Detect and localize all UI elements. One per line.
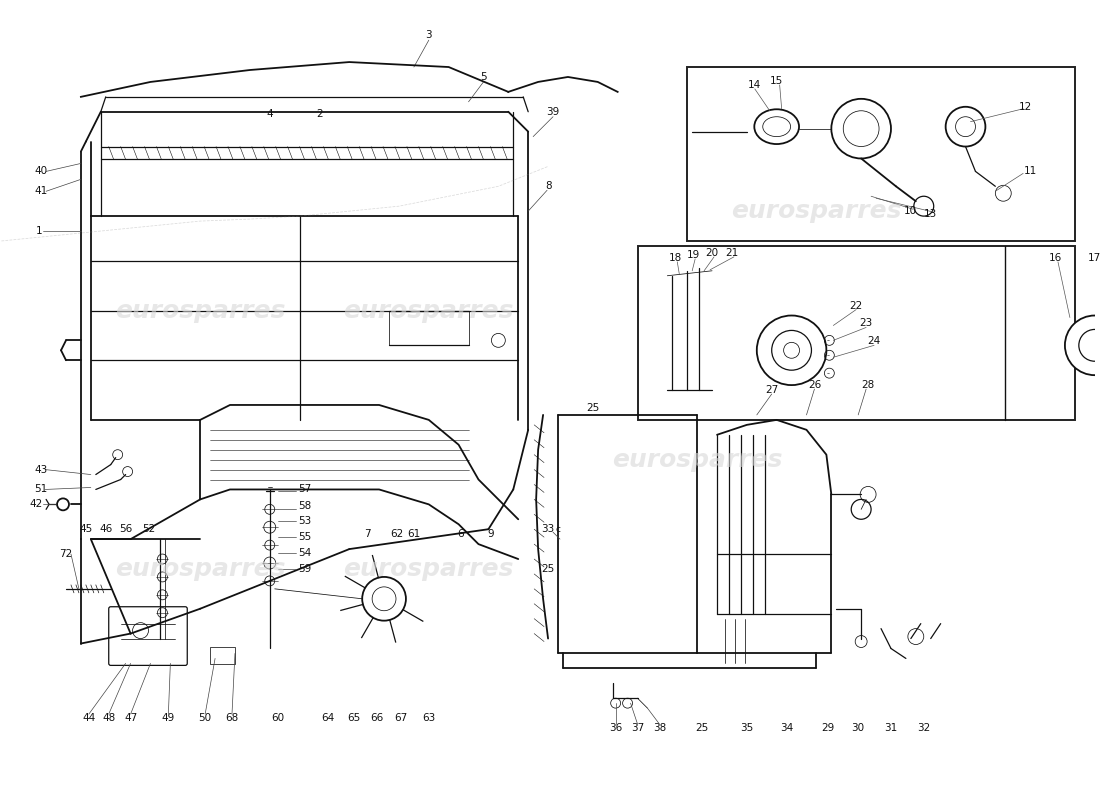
Circle shape — [832, 99, 891, 158]
Text: eurosparres: eurosparres — [732, 199, 902, 223]
Text: 2: 2 — [316, 109, 322, 118]
Bar — [210, 646, 235, 664]
Text: 47: 47 — [124, 713, 138, 723]
Circle shape — [946, 106, 986, 146]
Text: 5: 5 — [480, 72, 487, 82]
Text: 27: 27 — [766, 385, 779, 395]
Text: 53: 53 — [298, 516, 311, 526]
Text: 22: 22 — [849, 301, 862, 310]
Text: 65: 65 — [348, 713, 361, 723]
Text: 40: 40 — [34, 166, 47, 176]
Text: 59: 59 — [298, 564, 311, 574]
Text: 8: 8 — [544, 182, 551, 191]
Text: 1: 1 — [36, 226, 43, 236]
Text: 15: 15 — [770, 76, 783, 86]
Text: 45: 45 — [79, 524, 92, 534]
Text: 32: 32 — [917, 723, 931, 733]
Text: 58: 58 — [298, 502, 311, 511]
Text: eurosparres: eurosparres — [612, 448, 782, 472]
Text: 30: 30 — [851, 723, 865, 733]
Text: 57: 57 — [298, 485, 311, 494]
Text: 13: 13 — [924, 209, 937, 219]
Text: 23: 23 — [859, 318, 872, 329]
Text: 18: 18 — [669, 253, 682, 263]
Text: 24: 24 — [868, 336, 881, 346]
Text: 11: 11 — [1023, 166, 1037, 176]
Text: 64: 64 — [321, 713, 334, 723]
Text: 63: 63 — [422, 713, 436, 723]
Text: 51: 51 — [34, 485, 47, 494]
Text: 50: 50 — [199, 713, 211, 723]
Text: 25: 25 — [541, 564, 554, 574]
Text: 62: 62 — [390, 529, 404, 539]
Text: 42: 42 — [30, 499, 43, 510]
Text: eurosparres: eurosparres — [343, 298, 514, 322]
Text: 37: 37 — [631, 723, 645, 733]
Text: 46: 46 — [99, 524, 112, 534]
Text: 10: 10 — [904, 206, 917, 216]
Bar — [638, 246, 1075, 420]
Text: 7: 7 — [364, 529, 371, 539]
Text: 21: 21 — [725, 248, 738, 258]
Text: 41: 41 — [34, 186, 47, 196]
Text: 3: 3 — [426, 30, 432, 40]
Text: 14: 14 — [748, 80, 761, 90]
Text: 52: 52 — [142, 524, 155, 534]
Text: 44: 44 — [82, 713, 96, 723]
Text: 17: 17 — [1088, 253, 1100, 263]
Text: 33: 33 — [541, 524, 554, 534]
Text: 55: 55 — [298, 532, 311, 542]
Text: 16: 16 — [1048, 253, 1062, 263]
Text: c: c — [556, 525, 561, 534]
Text: 4: 4 — [266, 109, 273, 118]
Text: 68: 68 — [226, 713, 239, 723]
Text: 49: 49 — [162, 713, 175, 723]
Text: 35: 35 — [740, 723, 754, 733]
Text: 39: 39 — [547, 106, 560, 117]
Bar — [688, 67, 1075, 241]
Text: 26: 26 — [807, 380, 821, 390]
Text: 28: 28 — [861, 380, 875, 390]
Ellipse shape — [755, 110, 799, 144]
Text: 20: 20 — [705, 248, 718, 258]
Text: 19: 19 — [686, 250, 700, 260]
Circle shape — [757, 315, 826, 385]
Text: eurosparres: eurosparres — [114, 298, 285, 322]
Text: 67: 67 — [394, 713, 408, 723]
Text: eurosparres: eurosparres — [343, 557, 514, 581]
Text: 60: 60 — [271, 713, 284, 723]
Text: 12: 12 — [1019, 102, 1032, 112]
Text: 61: 61 — [407, 529, 420, 539]
Text: 38: 38 — [652, 723, 666, 733]
Text: 43: 43 — [34, 465, 47, 474]
Text: 54: 54 — [298, 548, 311, 558]
Text: 31: 31 — [884, 723, 898, 733]
Text: 25: 25 — [586, 403, 600, 413]
Text: 34: 34 — [780, 723, 793, 733]
Text: 6: 6 — [458, 529, 464, 539]
Text: 48: 48 — [102, 713, 116, 723]
Text: 66: 66 — [371, 713, 384, 723]
Text: 25: 25 — [695, 723, 708, 733]
Text: 9: 9 — [487, 529, 494, 539]
Text: 29: 29 — [822, 723, 835, 733]
Text: 36: 36 — [609, 723, 623, 733]
Circle shape — [1065, 315, 1100, 375]
Text: 56: 56 — [119, 524, 132, 534]
Text: eurosparres: eurosparres — [114, 557, 285, 581]
Text: 72: 72 — [59, 549, 73, 559]
